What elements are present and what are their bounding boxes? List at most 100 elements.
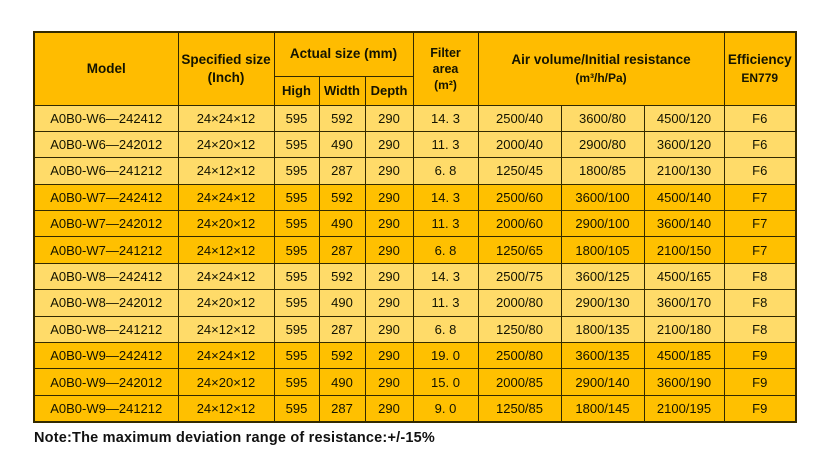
header-efficiency: Efficiency EN779	[723, 31, 797, 106]
cell-specified-size: 24×24×12	[177, 104, 275, 132]
cell-efficiency: F9	[723, 368, 797, 396]
cell-air-volume-1: 1250/85	[477, 394, 562, 423]
cell-efficiency: F8	[723, 262, 797, 291]
header-specified-size-line1: Specified size	[181, 51, 271, 67]
table-row: A0B0-W6—241212 24×12×12 595 287 290 6. 8 1250/…	[33, 157, 797, 185]
header-row-1: Model Specified size (Inch) Actual size …	[33, 31, 797, 106]
cell-air-volume-2: 1800/105	[560, 236, 645, 264]
cell-air-volume-2: 1800/145	[560, 394, 645, 423]
cell-filter-area: 14. 3	[412, 262, 479, 291]
cell-high: 595	[273, 394, 320, 423]
cell-depth: 290	[364, 315, 414, 344]
cell-efficiency: F6	[723, 157, 797, 185]
cell-high: 595	[273, 210, 320, 238]
cell-air-volume-1: 2500/60	[477, 183, 562, 212]
cell-depth: 290	[364, 394, 414, 423]
cell-width: 287	[318, 315, 366, 344]
table-row: A0B0-W9—242012 24×20×12 595 490 290 15. 0 2000…	[33, 368, 797, 396]
cell-high: 595	[273, 342, 320, 370]
cell-specified-size: 24×20×12	[177, 289, 275, 317]
cell-depth: 290	[364, 183, 414, 212]
cell-filter-area: 11. 3	[412, 289, 479, 317]
cell-width: 490	[318, 210, 366, 238]
cell-model: A0B0-W7—241212	[33, 236, 179, 264]
cell-filter-area: 14. 3	[412, 104, 479, 132]
cell-high: 595	[273, 236, 320, 264]
header-high: High	[273, 75, 320, 106]
cell-filter-area: 11. 3	[412, 210, 479, 238]
cell-depth: 290	[364, 130, 414, 159]
cell-high: 595	[273, 130, 320, 159]
cell-air-volume-2: 1800/85	[560, 157, 645, 185]
cell-air-volume-3: 3600/120	[643, 130, 725, 159]
header-filter-area-unit: (m²)	[434, 77, 457, 92]
cell-air-volume-3: 3600/190	[643, 368, 725, 396]
table-row: A0B0-W9—242412 24×24×12 595 592 290 19. 0 2500…	[33, 342, 797, 370]
cell-model: A0B0-W9—241212	[33, 394, 179, 423]
table-row: A0B0-W7—242412 24×24×12 595 592 290 14. 3 2500…	[33, 183, 797, 212]
cell-width: 287	[318, 157, 366, 185]
cell-filter-area: 11. 3	[412, 130, 479, 159]
cell-model: A0B0-W7—242012	[33, 210, 179, 238]
table-row: A0B0-W6—242012 24×20×12 595 490 290 11. 3 2000…	[33, 130, 797, 159]
cell-depth: 290	[364, 104, 414, 132]
table-row: A0B0-W7—242012 24×20×12 595 490 290 11. 3 2000…	[33, 210, 797, 238]
cell-filter-area: 6. 8	[412, 157, 479, 185]
header-actual-size: Actual size (mm)	[273, 31, 414, 77]
cell-model: A0B0-W6—242412	[33, 104, 179, 132]
header-filter-area-line1: Filter	[430, 45, 461, 60]
cell-model: A0B0-W9—242012	[33, 368, 179, 396]
cell-width: 490	[318, 130, 366, 159]
cell-model: A0B0-W6—241212	[33, 157, 179, 185]
cell-air-volume-3: 3600/140	[643, 210, 725, 238]
header-air-volume-unit: (m³/h/Pa)	[575, 70, 627, 85]
cell-air-volume-2: 2900/130	[560, 289, 645, 317]
header-efficiency-line1: Efficiency	[727, 51, 792, 67]
cell-depth: 290	[364, 236, 414, 264]
cell-air-volume-2: 2900/80	[560, 130, 645, 159]
cell-filter-area: 9. 0	[412, 394, 479, 423]
cell-air-volume-1: 2500/40	[477, 104, 562, 132]
header-model: Model	[33, 31, 179, 106]
note-text: Note:The maximum deviation range of resi…	[34, 430, 436, 446]
cell-air-volume-1: 2000/80	[477, 289, 562, 317]
cell-air-volume-2: 2900/140	[560, 368, 645, 396]
header-width: Width	[318, 75, 366, 106]
cell-depth: 290	[364, 289, 414, 317]
table-header: Model Specified size (Inch) Actual size …	[33, 31, 797, 106]
cell-specified-size: 24×20×12	[177, 210, 275, 238]
cell-air-volume-3: 2100/195	[643, 394, 725, 423]
cell-model: A0B0-W7—242412	[33, 183, 179, 212]
cell-filter-area: 15. 0	[412, 368, 479, 396]
filter-spec-table: Model Specified size (Inch) Actual size …	[33, 31, 797, 423]
header-specified-size: Specified size (Inch)	[177, 31, 275, 106]
cell-filter-area: 6. 8	[412, 236, 479, 264]
cell-depth: 290	[364, 157, 414, 185]
header-air-volume-line1: Air volume/Initial resistance	[511, 51, 691, 67]
table-row: A0B0-W8—242012 24×20×12 595 490 290 11. 3 2000…	[33, 289, 797, 317]
cell-air-volume-3: 3600/170	[643, 289, 725, 317]
cell-air-volume-1: 2000/85	[477, 368, 562, 396]
cell-efficiency: F7	[723, 210, 797, 238]
cell-width: 490	[318, 289, 366, 317]
cell-air-volume-3: 4500/185	[643, 342, 725, 370]
header-efficiency-standard: EN779	[741, 70, 779, 85]
cell-air-volume-1: 2000/60	[477, 210, 562, 238]
cell-efficiency: F9	[723, 342, 797, 370]
cell-air-volume-2: 3600/135	[560, 342, 645, 370]
cell-filter-area: 6. 8	[412, 315, 479, 344]
cell-air-volume-3: 2100/130	[643, 157, 725, 185]
cell-air-volume-2: 1800/135	[560, 315, 645, 344]
table-row: A0B0-W6—242412 24×24×12 595 592 290 14. 3 2500…	[33, 104, 797, 132]
cell-air-volume-3: 4500/140	[643, 183, 725, 212]
table-body: A0B0-W6—242412 24×24×12 595 592 290 14. 3 2500…	[33, 104, 797, 423]
cell-depth: 290	[364, 342, 414, 370]
header-air-volume: Air volume/Initial resistance (m³/h/Pa)	[477, 31, 725, 106]
cell-specified-size: 24×24×12	[177, 262, 275, 291]
cell-depth: 290	[364, 262, 414, 291]
cell-specified-size: 24×20×12	[177, 368, 275, 396]
cell-high: 595	[273, 368, 320, 396]
cell-air-volume-3: 4500/165	[643, 262, 725, 291]
cell-air-volume-1: 2000/40	[477, 130, 562, 159]
cell-width: 287	[318, 394, 366, 423]
